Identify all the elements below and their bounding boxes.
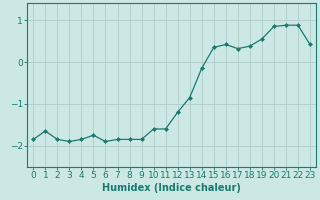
X-axis label: Humidex (Indice chaleur): Humidex (Indice chaleur) [102,183,241,193]
